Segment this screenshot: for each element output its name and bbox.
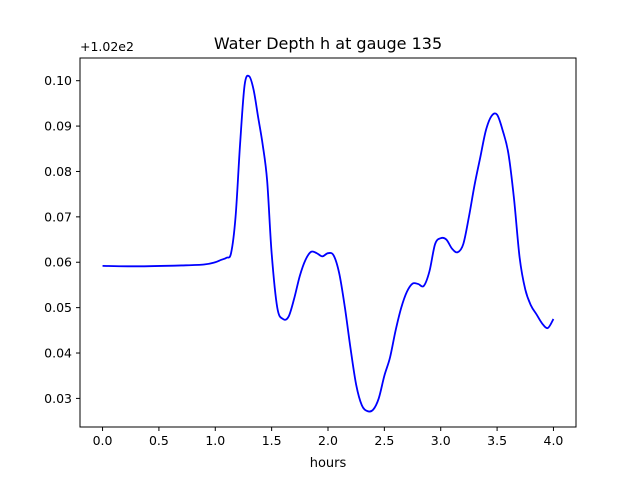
y-tick-label: 0.06: [44, 255, 72, 270]
y-tick-label: 0.08: [44, 164, 72, 179]
x-tick-label: 1.0: [205, 433, 225, 448]
plot-area: 0.0 0.5 1.0 1.5 2.0 2.5 3.0 3.5 4.0 0.03 0.04 0.05 0…: [44, 57, 577, 448]
series-line-0: [102, 74, 555, 413]
x-tick-label: 0.5: [149, 433, 169, 448]
chart-title: Water Depth h at gauge 135: [214, 34, 442, 53]
y-tick-label: 0.09: [44, 119, 72, 134]
x-tick-label: 4.0: [544, 433, 564, 448]
x-tick-label: 3.0: [431, 433, 451, 448]
y-tick-label: 0.04: [44, 346, 72, 361]
x-axis-label: hours: [310, 456, 347, 471]
y-tick-label: 0.10: [44, 73, 72, 88]
x-tick-label: 3.5: [487, 433, 507, 448]
y-tick-label: 0.05: [44, 300, 72, 315]
y-tick-label: 0.03: [44, 391, 72, 406]
y-offset-label: +1.02e2: [80, 39, 134, 54]
x-tick-label: 0.0: [93, 433, 113, 448]
y-tick-label: 0.07: [44, 209, 72, 224]
x-tick-label: 2.5: [374, 433, 394, 448]
x-tick-label: 1.5: [262, 433, 282, 448]
x-tick-label: 2.0: [318, 433, 338, 448]
